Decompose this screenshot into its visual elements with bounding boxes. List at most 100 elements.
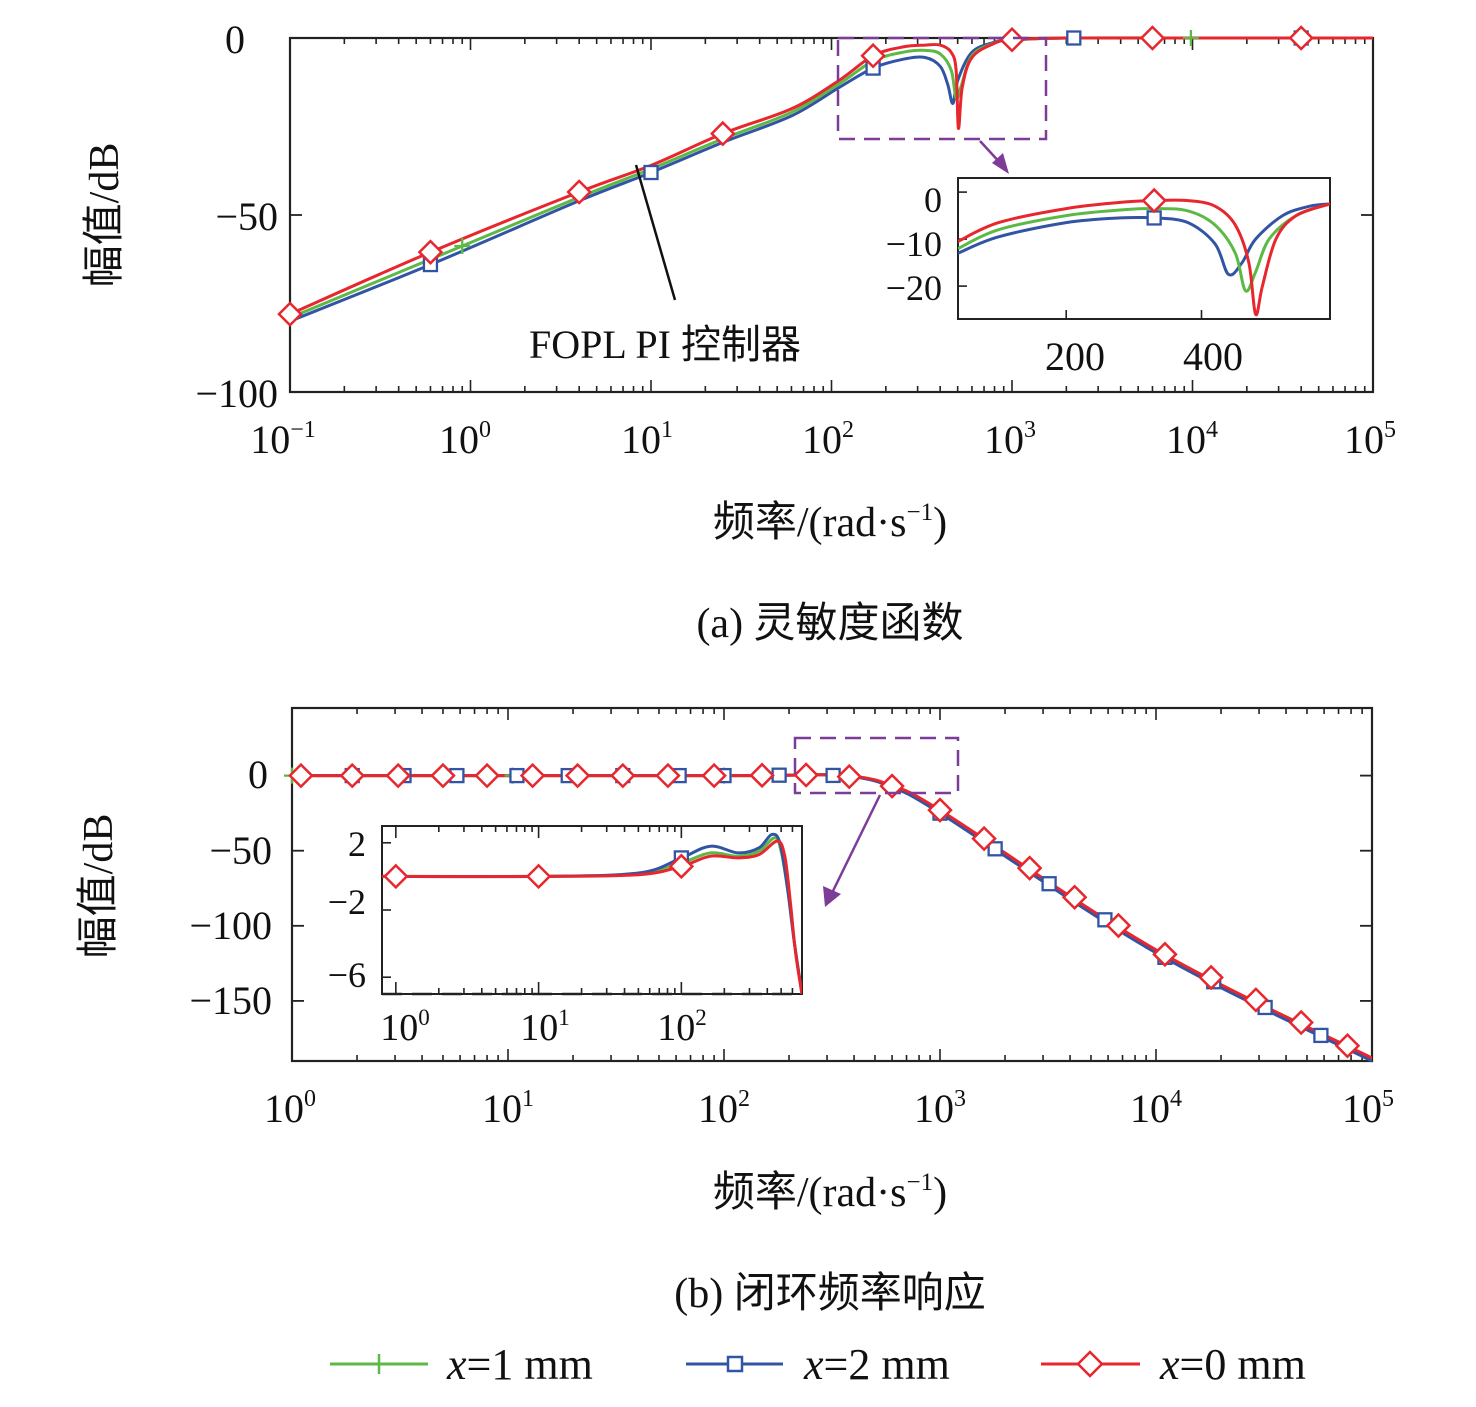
- b-marker-x-0-mm-15: [971, 825, 997, 852]
- a-xlabel-sup: −1: [907, 499, 934, 526]
- a-xtick-4: 103: [984, 417, 1036, 462]
- b-marker-x-2-mm-12: [1041, 876, 1057, 892]
- b-xtick-1-exp: 1: [522, 1086, 534, 1112]
- b-zoom-arrow: [830, 794, 882, 894]
- b-inset-marker-x-0-mm-3: [668, 853, 695, 880]
- a-inset: 0 −10 −20 200 400: [886, 177, 1331, 379]
- b-marker-x-0-mm-17: [1061, 884, 1088, 910]
- b-inset-xtick-1-base: 10: [520, 1007, 558, 1049]
- b-inset-ytick-0: 2: [348, 824, 366, 864]
- a-marker-x-0-mm-3: [710, 120, 736, 147]
- legend-item-x0: x=0 mm: [1041, 1340, 1306, 1389]
- a-marker-x-2-mm-3: [1066, 30, 1082, 46]
- b-ytick-0: 0: [248, 752, 268, 797]
- b-marker-x-0-mm-18: [1105, 912, 1132, 939]
- b-marker-x-0-mm-5: [519, 762, 546, 789]
- b-xtick-4-base: 10: [1130, 1086, 1170, 1131]
- legend-item-x2: x=2 mm: [686, 1340, 950, 1389]
- a-xtick-2-base: 10: [621, 417, 661, 462]
- a-inset-xtick-1: 400: [1183, 334, 1243, 379]
- a-xtick-2-exp: 1: [661, 417, 673, 443]
- a-xtick-6: 105: [1344, 417, 1396, 462]
- a-marker-x-0-mm-0: [277, 301, 303, 327]
- a-xtick-1-base: 10: [439, 417, 479, 462]
- b-marker-x-0-mm-2: [385, 762, 411, 789]
- legend-var-x1: x: [446, 1340, 467, 1389]
- a-annotation-text: FOPL PI 控制器: [529, 322, 801, 367]
- b-title: (b) 闭环频率响应: [674, 1270, 985, 1317]
- b-zoom-box: [793, 736, 960, 795]
- b-xlabel-sup: −1: [907, 1169, 934, 1196]
- b-marker-x-0-mm-10: [749, 762, 775, 789]
- legend-label-x2: x=2 mm: [803, 1340, 950, 1389]
- b-xtick-5-exp: 5: [1382, 1086, 1394, 1112]
- b-marker-x-0-mm-22: [1288, 1009, 1314, 1036]
- a-inset-ytick-0: 0: [924, 180, 942, 220]
- b-marker-x-0-mm-14: [927, 797, 953, 823]
- b-marker-x-0-mm-21: [1243, 987, 1269, 1013]
- a-inset-marker-x-2-mm-0: [1146, 210, 1162, 226]
- a-marker-x-0-mm-2: [566, 179, 592, 205]
- legend-label-x0: x=0 mm: [1159, 1340, 1306, 1389]
- a-xlabel-main: 频率/(rad·s: [713, 499, 907, 546]
- a-xtick-3: 102: [802, 417, 854, 462]
- b-xtick-5: 105: [1342, 1086, 1394, 1131]
- a-xtick-0-base: 10: [250, 417, 290, 462]
- b-xtick-2-exp: 2: [738, 1086, 750, 1112]
- a-xtick-labels: 10−1 100 101 102 103 104 105: [250, 417, 1396, 462]
- a-xtick-5: 104: [1166, 417, 1218, 462]
- b-xtick-1-base: 10: [482, 1086, 522, 1131]
- legend-item-x1: x=1 mm: [330, 1340, 593, 1389]
- a-zoom-arrow-head: [992, 153, 1009, 174]
- legend-text-x0: =0 mm: [1180, 1340, 1306, 1389]
- b-xlabel: 频率/(rad·s−1): [713, 1169, 947, 1216]
- a-xtick-6-exp: 5: [1384, 417, 1396, 443]
- b-marker-x-0-mm-13: [879, 773, 905, 799]
- b-inset-xtick-1: 101: [520, 1005, 570, 1049]
- b-xtick-1: 101: [482, 1086, 534, 1131]
- b-series-line-x-0-mm: [292, 773, 1372, 1060]
- a-annotation-leader: [634, 164, 677, 301]
- b-marker-x-2-mm-13: [1097, 912, 1113, 928]
- a-xtick-3-exp: 2: [842, 417, 854, 443]
- b-inset-ytick-1: −2: [328, 882, 366, 922]
- a-zoom-box: [836, 36, 1048, 141]
- legend: x=1 mm x=2 mm x=0 mm: [330, 1340, 1306, 1389]
- b-xtick-5-base: 10: [1342, 1086, 1382, 1131]
- b-marker-x-0-mm-6: [564, 762, 591, 789]
- b-marker-x-0-mm-9: [701, 762, 727, 789]
- a-xtick-6-base: 10: [1344, 417, 1384, 462]
- a-marker-x-0-mm-7: [1288, 25, 1314, 51]
- legend-text-x2: =2 mm: [824, 1340, 950, 1389]
- a-marker-x-0-mm-6: [1139, 25, 1166, 51]
- a-ytick-2: −100: [195, 371, 278, 416]
- panel-b-ticks: [291, 708, 1373, 1061]
- b-marker-x-0-mm-0: [288, 762, 314, 789]
- b-marker-x-0-mm-19: [1152, 941, 1178, 968]
- a-xtick-4-base: 10: [984, 417, 1024, 462]
- a-inset-xtick-0: 200: [1045, 334, 1105, 379]
- b-xtick-3-exp: 3: [954, 1086, 966, 1112]
- panel-a-markers: [277, 25, 1314, 327]
- b-marker-x-0-mm-7: [610, 762, 636, 789]
- b-inset-markers: [383, 850, 695, 890]
- a-ytick-0: 0: [225, 17, 245, 62]
- a-xtick-0-exp: −1: [290, 417, 316, 443]
- b-marker-x-0-mm-4: [474, 762, 500, 789]
- b-marker-x-0-mm-23: [1334, 1032, 1361, 1059]
- a-xlabel: 频率/(rad·s−1): [713, 499, 947, 546]
- a-inset-ytick-2: −20: [886, 268, 942, 308]
- b-inset-xtick-2-exp: 2: [695, 1005, 707, 1030]
- a-inset-series-line-x-1-mm: [958, 202, 1330, 293]
- b-marker-x-2-mm-11: [987, 841, 1003, 857]
- a-marker-x-0-mm-4: [860, 42, 886, 69]
- legend-label-x1: x=1 mm: [446, 1340, 593, 1389]
- b-inset-ytick-2: −6: [328, 955, 366, 995]
- a-xtick-3-base: 10: [802, 417, 842, 462]
- b-zoom-arrow-head: [823, 886, 841, 907]
- panel-b: 0 −50 −100 −150 100 101 102 103 104 105 …: [76, 706, 1394, 1317]
- a-xtick-5-base: 10: [1166, 417, 1206, 462]
- a-inset-marker-x-0-mm-1: [1141, 187, 1167, 214]
- a-ytick-1: −50: [215, 194, 278, 239]
